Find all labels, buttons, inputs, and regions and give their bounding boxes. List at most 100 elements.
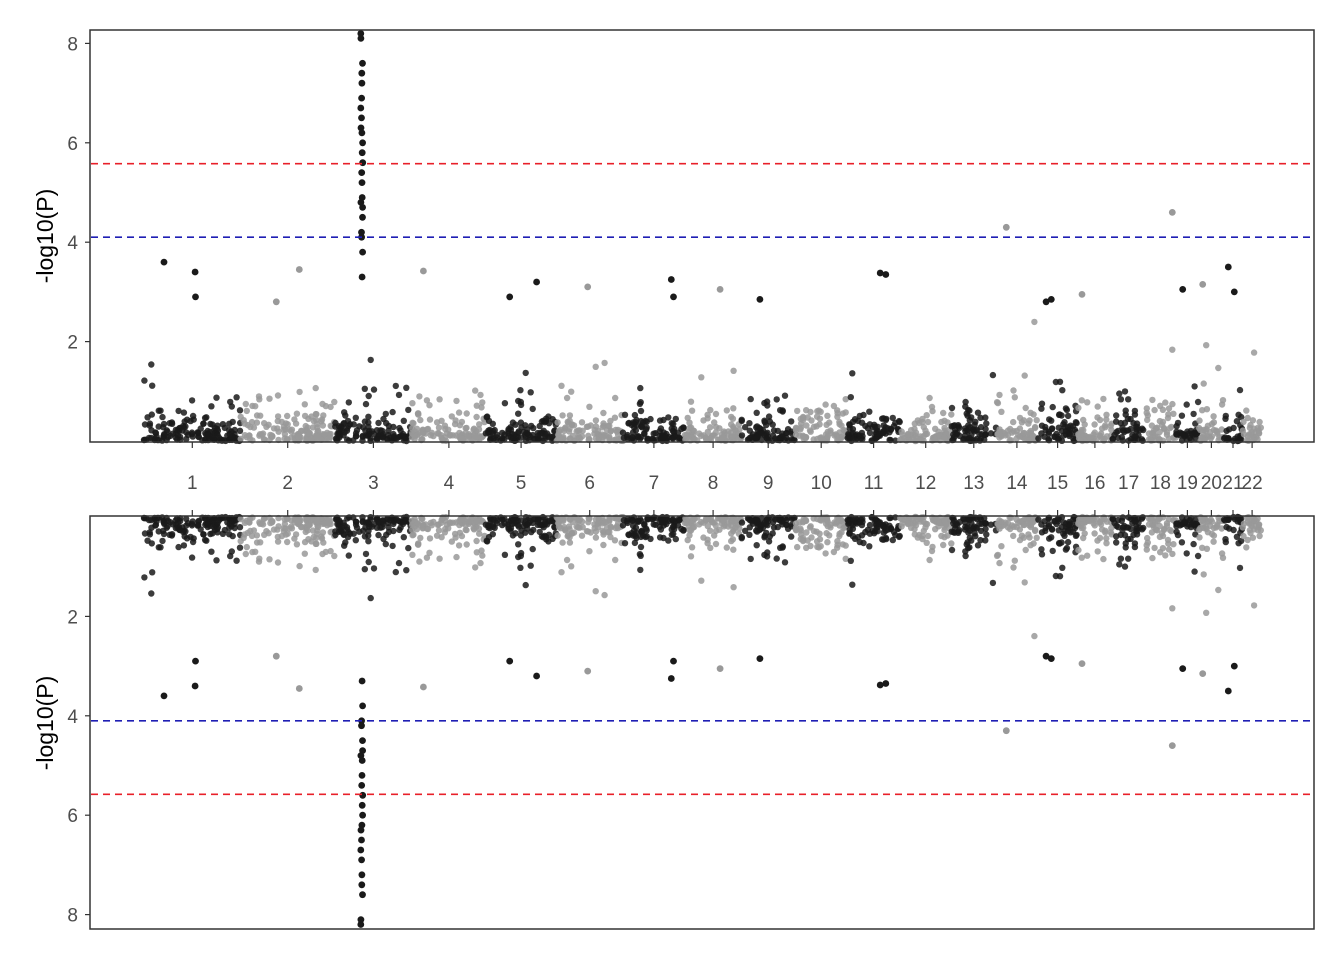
- snp-point: [948, 404, 956, 412]
- snp-point: [938, 418, 945, 426]
- snp-point: [362, 550, 370, 558]
- snp-point: [1091, 522, 1099, 529]
- snp-point: [844, 516, 851, 524]
- snp-point: [857, 516, 865, 523]
- snp-point: [209, 517, 216, 524]
- snp-point: [1200, 380, 1207, 387]
- snp-point: [966, 434, 973, 441]
- snp-point: [194, 429, 201, 436]
- snp-point: [1121, 388, 1129, 395]
- snp-point: [742, 424, 749, 431]
- snp-point: [962, 548, 969, 555]
- y-tick-label: 8: [67, 906, 78, 927]
- snp-point: [994, 399, 1002, 407]
- snp-point: [1121, 563, 1129, 570]
- snp-point: [257, 539, 264, 546]
- snp-point: [296, 562, 303, 570]
- snp-point: [1164, 414, 1172, 422]
- snp-point: [1165, 546, 1173, 553]
- snp-point: [566, 539, 574, 546]
- snp-point: [268, 432, 276, 439]
- chromosome-label: 14: [1006, 473, 1028, 494]
- snp-point: [563, 394, 571, 402]
- snp-point: [146, 531, 154, 538]
- snp-point: [529, 405, 536, 413]
- notable-snp-point: [1224, 263, 1232, 271]
- snp-point: [960, 515, 968, 523]
- notable-snp-point: [1042, 652, 1050, 660]
- snp-point: [231, 426, 238, 434]
- snp-point: [941, 517, 948, 524]
- snp-point: [711, 532, 718, 539]
- snp-point: [630, 527, 638, 534]
- snp-point: [203, 414, 210, 421]
- snp-point: [1073, 419, 1080, 427]
- snp-point: [1118, 434, 1126, 441]
- snp-point: [514, 433, 521, 441]
- snp-point: [448, 538, 455, 545]
- snp-point: [241, 420, 248, 427]
- snp-point: [473, 537, 480, 545]
- snp-point: [278, 532, 285, 540]
- snp-point: [584, 528, 592, 535]
- snp-point: [213, 425, 221, 433]
- snp-point: [570, 529, 578, 536]
- snp-point: [523, 429, 530, 437]
- notable-snp-point: [358, 94, 365, 102]
- snp-point: [1144, 534, 1151, 542]
- snp-point: [844, 434, 851, 442]
- y-tick-label: 8: [67, 34, 78, 55]
- snp-point: [236, 524, 244, 531]
- snp-point: [233, 557, 240, 564]
- snp-point: [1038, 430, 1045, 437]
- snp-point: [1113, 539, 1120, 546]
- snp-point: [512, 530, 519, 537]
- chromosome-label: 12: [915, 473, 936, 494]
- snp-point: [974, 409, 982, 416]
- snp-point: [463, 541, 470, 548]
- snp-point: [1240, 418, 1247, 426]
- y-tick-label: 2: [67, 333, 78, 354]
- snp-point: [1062, 405, 1070, 412]
- snp-point: [395, 391, 403, 399]
- snp-point: [263, 423, 270, 430]
- snp-point: [600, 409, 607, 417]
- chromosome-label: 18: [1150, 473, 1171, 494]
- snp-point: [732, 426, 739, 434]
- snp-point: [1016, 526, 1024, 533]
- snp-point: [1027, 409, 1034, 416]
- snp-point: [321, 431, 328, 438]
- snp-point: [1202, 428, 1210, 435]
- notable-snp-point: [272, 298, 280, 306]
- snp-point: [936, 432, 943, 439]
- notable-snp-point: [1168, 742, 1176, 749]
- snp-point: [1053, 520, 1060, 528]
- snp-point: [483, 414, 490, 421]
- snp-point: [600, 541, 607, 549]
- snp-point: [738, 432, 746, 439]
- snp-point: [284, 412, 291, 420]
- snp-point: [1248, 522, 1255, 530]
- snp-point: [802, 517, 810, 525]
- snp-point: [592, 435, 600, 442]
- snp-point: [1093, 516, 1100, 523]
- snp-point: [426, 416, 434, 423]
- snp-point: [839, 518, 846, 525]
- snp-point: [1029, 519, 1037, 526]
- snp-point: [808, 417, 815, 424]
- snp-point: [1136, 524, 1143, 531]
- snp-point: [313, 518, 321, 525]
- snp-point: [361, 533, 369, 540]
- snp-point: [1238, 537, 1245, 545]
- snp-point: [361, 566, 368, 573]
- notable-snp-point: [359, 204, 366, 211]
- snp-point: [594, 427, 602, 435]
- snp-point: [501, 551, 509, 558]
- snp-point: [637, 543, 645, 551]
- chromosome-label: 13: [963, 473, 984, 494]
- snp-point: [665, 537, 672, 544]
- snp-point: [879, 536, 886, 543]
- snp-point: [676, 516, 684, 523]
- snp-point: [1169, 346, 1176, 353]
- snp-point: [1254, 424, 1262, 431]
